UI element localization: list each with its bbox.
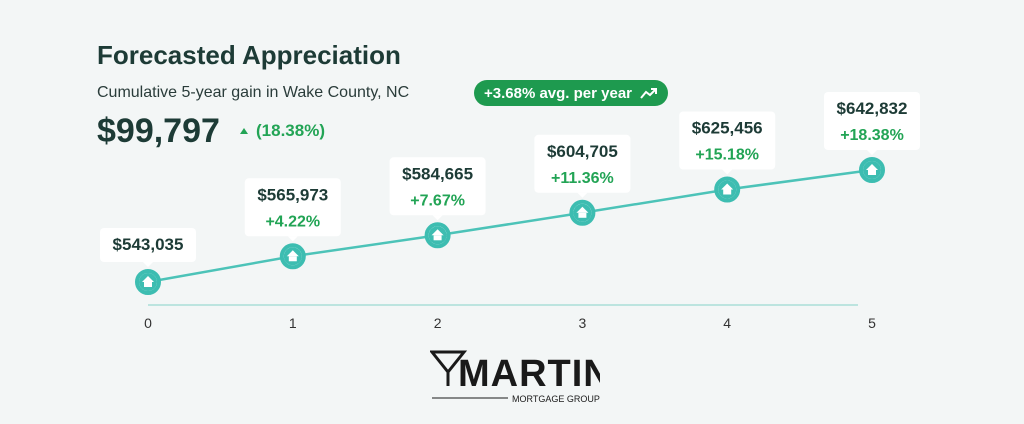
trending-up-icon: [640, 88, 658, 99]
house-icon: [859, 157, 885, 183]
house-icon: [714, 176, 741, 203]
chart-title: Forecasted Appreciation: [97, 40, 401, 70]
x-tick-label: 3: [579, 315, 587, 331]
pct-text: (18.38%): [256, 121, 325, 140]
change-label: +4.22%: [265, 213, 320, 230]
x-tick-label: 0: [144, 315, 152, 331]
house-icon: [135, 269, 161, 295]
up-arrow-icon: [240, 128, 248, 134]
data-label: $625,456 +15.18%: [679, 111, 776, 175]
martini-logo: MARTINI MORTGAGE GROUP: [428, 348, 622, 413]
logo-name: MARTINI: [458, 353, 600, 395]
chart-subtitle: Cumulative 5-year gain in Wake County, N…: [97, 84, 410, 101]
change-label: +15.18%: [695, 147, 759, 164]
data-label: $543,035: [100, 228, 196, 267]
logo-tagline: MORTGAGE GROUP: [512, 394, 600, 404]
total-gain-pct: (18.38%): [240, 121, 325, 141]
badge-text: +3.68% avg. per year: [484, 84, 633, 102]
avg-per-year-badge: +3.68% avg. per year: [474, 80, 669, 106]
series-line: [147, 168, 873, 284]
change-label: +11.36%: [551, 170, 614, 187]
value-label: $543,035: [113, 235, 184, 254]
change-label: +18.38%: [840, 127, 904, 144]
value-label: $625,456: [692, 119, 763, 138]
value-label: $565,973: [257, 185, 328, 204]
house-icon: [279, 243, 306, 270]
data-label: $584,665 +7.67%: [389, 157, 486, 221]
x-tick-label: 5: [868, 315, 876, 331]
total-gain: $99,797: [97, 112, 220, 150]
data-label: $604,705 +11.36%: [534, 134, 631, 198]
value-label: $604,705: [547, 142, 618, 161]
value-label: $584,665: [402, 164, 473, 183]
house-icon: [569, 199, 596, 226]
data-label: $565,973 +4.22%: [244, 178, 341, 242]
value-label: $642,832: [837, 99, 908, 118]
change-label: +7.67%: [410, 192, 465, 209]
x-tick-label: 2: [434, 315, 442, 331]
x-tick-label: 4: [723, 315, 731, 331]
x-tick-label: 1: [289, 315, 297, 331]
data-label: $642,832 +18.38%: [824, 92, 920, 155]
house-icon: [424, 222, 451, 249]
